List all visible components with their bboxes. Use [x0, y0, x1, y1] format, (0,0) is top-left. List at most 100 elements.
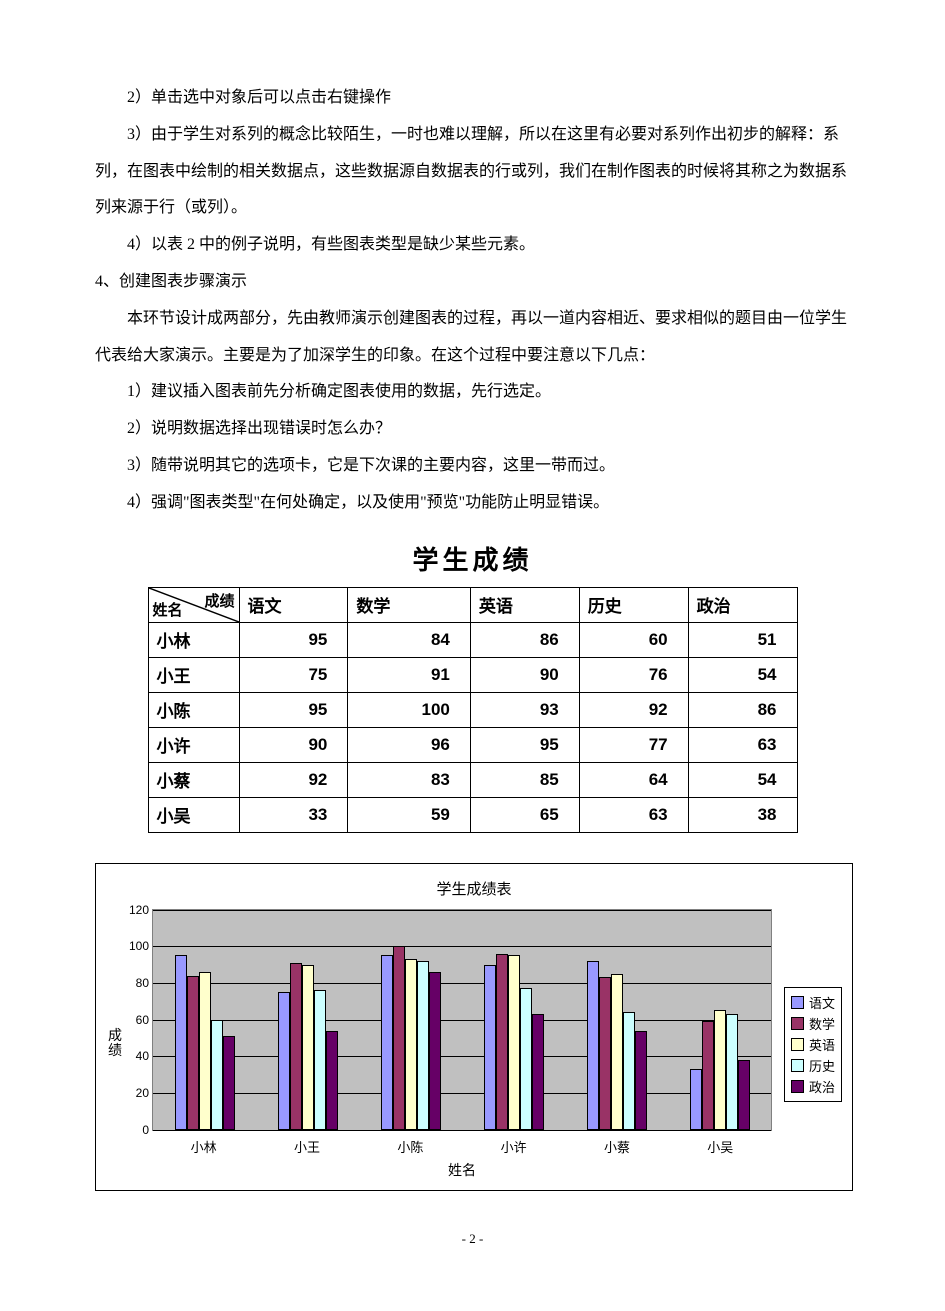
paragraph: 2）单击选中对象后可以点击右键操作	[95, 80, 850, 117]
cell-value: 64	[579, 762, 688, 797]
xtick-label: 小陈	[359, 1131, 462, 1156]
bar	[429, 972, 441, 1130]
xtick-label: 小吴	[669, 1131, 772, 1156]
cell-value: 93	[470, 692, 579, 727]
chart-title: 学生成绩表	[106, 878, 842, 899]
table-row: 小蔡9283856454	[148, 762, 797, 797]
cell-value: 65	[470, 797, 579, 832]
bar	[278, 992, 290, 1130]
page-number: - 2 -	[95, 1231, 850, 1247]
col-header: 政治	[688, 587, 797, 622]
col-header: 数学	[348, 587, 470, 622]
cell-value: 63	[688, 727, 797, 762]
paragraph: 4）以表 2 中的例子说明，有些图表类型是缺少某些元素。	[95, 227, 850, 264]
row-name: 小王	[148, 657, 239, 692]
bar	[587, 961, 599, 1130]
legend-item: 政治	[791, 1076, 835, 1097]
ytick-label: 80	[136, 976, 149, 990]
xtick-label: 小王	[255, 1131, 358, 1156]
body-text-block: 2）单击选中对象后可以点击右键操作 3）由于学生对系列的概念比较陌生，一时也难以…	[95, 80, 850, 522]
cell-value: 90	[239, 727, 348, 762]
cell-value: 59	[348, 797, 470, 832]
chart-xticks: 小林小王小陈小许小蔡小吴	[152, 1131, 772, 1156]
cell-value: 92	[579, 692, 688, 727]
row-name: 小吴	[148, 797, 239, 832]
paragraph: 2）说明数据选择出现错误时怎么办？	[95, 411, 850, 448]
paragraph: 3）由于学生对系列的概念比较陌生，一时也难以理解，所以在这里有必要对系列作出初步…	[95, 117, 850, 227]
bar	[187, 976, 199, 1130]
bar	[714, 1010, 726, 1129]
cell-value: 90	[470, 657, 579, 692]
cell-value: 86	[470, 622, 579, 657]
cell-value: 91	[348, 657, 470, 692]
bar	[381, 955, 393, 1129]
cell-value: 95	[239, 622, 348, 657]
bar	[326, 1031, 338, 1130]
bar	[635, 1031, 647, 1130]
chart-ylabel: 成绩	[106, 1029, 124, 1060]
table-title: 学生成绩	[95, 540, 850, 577]
bars-row	[153, 910, 771, 1130]
bar	[508, 955, 520, 1129]
section-heading: 4、创建图表步骤演示	[95, 264, 850, 301]
table-row: 小王7591907654	[148, 657, 797, 692]
cell-value: 75	[239, 657, 348, 692]
xtick-label: 小蔡	[565, 1131, 668, 1156]
bar	[611, 974, 623, 1130]
cell-value: 84	[348, 622, 470, 657]
bar	[599, 977, 611, 1129]
paragraph: 本环节设计成两部分，先由教师演示创建图表的过程，再以一道内容相近、要求相似的题目…	[95, 301, 850, 375]
cell-value: 95	[239, 692, 348, 727]
ytick-label: 0	[142, 1123, 149, 1137]
chart-container: 学生成绩表 成绩 020406080100120 小林小王小陈小许小蔡小吴 姓名…	[95, 863, 853, 1191]
xtick-label: 小许	[462, 1131, 565, 1156]
cell-value: 76	[579, 657, 688, 692]
bar	[520, 988, 532, 1129]
bar	[314, 990, 326, 1129]
bar-group	[462, 910, 565, 1130]
bar	[702, 1021, 714, 1129]
bar	[393, 946, 405, 1129]
cell-value: 54	[688, 762, 797, 797]
bar	[690, 1069, 702, 1130]
col-header: 英语	[470, 587, 579, 622]
corner-bottom-label: 姓名	[153, 599, 183, 620]
legend-label: 英语	[809, 1035, 835, 1054]
chart-plot-area: 020406080100120	[152, 909, 772, 1131]
legend-item: 数学	[791, 1013, 835, 1034]
grades-table: 成绩 姓名 语文 数学 英语 历史 政治 小林9584866051小王75919…	[148, 587, 798, 833]
bar-group	[565, 910, 668, 1130]
col-header: 历史	[579, 587, 688, 622]
cell-value: 95	[470, 727, 579, 762]
table-row: 小陈95100939286	[148, 692, 797, 727]
cell-value: 51	[688, 622, 797, 657]
corner-top-label: 成绩	[204, 590, 234, 611]
bar	[726, 1014, 738, 1130]
cell-value: 100	[348, 692, 470, 727]
row-name: 小许	[148, 727, 239, 762]
cell-value: 86	[688, 692, 797, 727]
table-row: 小许9096957763	[148, 727, 797, 762]
legend-label: 语文	[809, 993, 835, 1012]
bar-group	[359, 910, 462, 1130]
legend-swatch	[791, 1059, 804, 1072]
row-name: 小林	[148, 622, 239, 657]
gridline	[153, 1130, 771, 1131]
bar	[302, 965, 314, 1130]
cell-value: 92	[239, 762, 348, 797]
xtick-label: 小林	[152, 1131, 255, 1156]
legend-swatch	[791, 996, 804, 1009]
bar	[290, 963, 302, 1130]
legend-swatch	[791, 1017, 804, 1030]
cell-value: 85	[470, 762, 579, 797]
ytick-label: 20	[136, 1086, 149, 1100]
ytick-label: 60	[136, 1013, 149, 1027]
document-page: 2）单击选中对象后可以点击右键操作 3）由于学生对系列的概念比较陌生，一时也难以…	[0, 0, 945, 1287]
paragraph: 1）建议插入图表前先分析确定图表使用的数据，先行选定。	[95, 374, 850, 411]
legend-swatch	[791, 1038, 804, 1051]
cell-value: 63	[579, 797, 688, 832]
col-header: 语文	[239, 587, 348, 622]
bar	[405, 959, 417, 1130]
bar	[223, 1036, 235, 1130]
chart-yticks: 020406080100120	[125, 910, 151, 1130]
